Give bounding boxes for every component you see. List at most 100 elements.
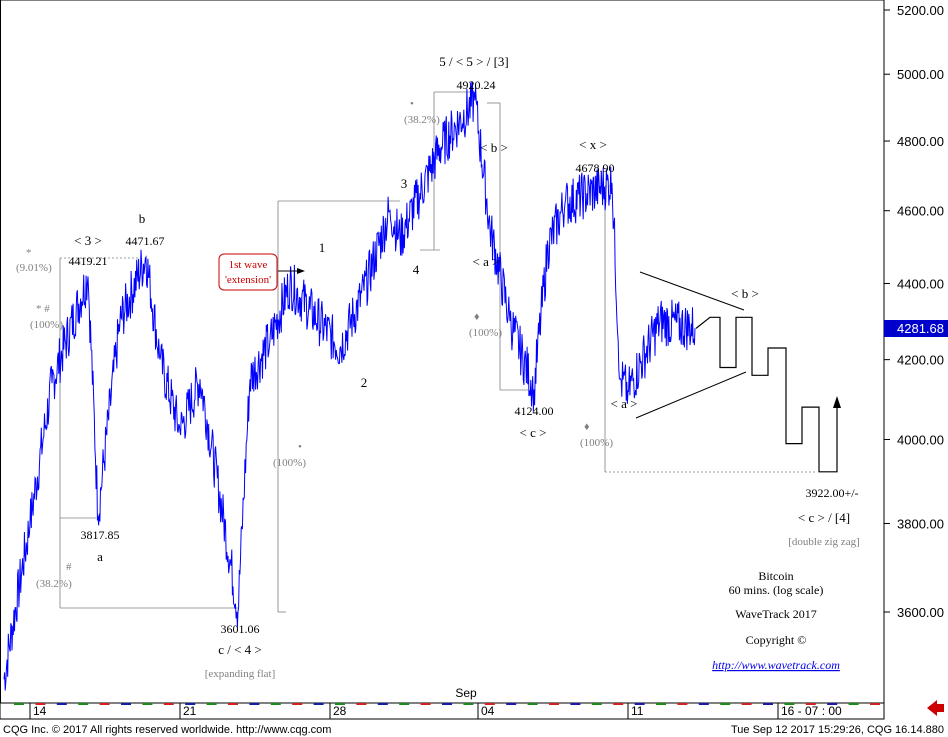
wave-label: < 3 > xyxy=(74,233,102,248)
current-price-box xyxy=(884,320,948,337)
session-bar xyxy=(270,703,281,705)
plot-area xyxy=(0,0,885,704)
fib-label: ♦ xyxy=(474,311,480,323)
y-tick-label: 5200.00 xyxy=(897,3,944,18)
x-tick-label: 04 xyxy=(481,704,495,718)
price-label: 4471.67 xyxy=(126,234,165,248)
wave-label: a xyxy=(97,549,103,564)
wavetrack-link[interactable]: http://www.wavetrack.com xyxy=(712,658,840,672)
price-series-line xyxy=(3,81,696,691)
fib-label: (38.2%) xyxy=(404,114,440,126)
footer-left: CQG Inc. © 2017 All rights reserved worl… xyxy=(3,724,331,736)
x-tick-label: 14 xyxy=(33,704,47,718)
fib-label: (38.2%) xyxy=(36,578,72,590)
fib-label: (100%) xyxy=(273,457,306,469)
x-tick-label: 11 xyxy=(631,704,644,718)
wave-label: 3 xyxy=(401,176,408,191)
session-bar xyxy=(313,703,324,705)
wave-labels: < 3 > b a c / < 4 > 1 2 3 4 5 / < 5 > / … xyxy=(74,54,850,657)
y-tick-label: 4000.00 xyxy=(897,433,944,448)
footer-bar xyxy=(0,720,948,737)
triangle-lower-line xyxy=(635,371,747,419)
session-bar xyxy=(613,703,624,705)
y-tick-label: 4600.00 xyxy=(897,204,944,219)
session-bar xyxy=(720,703,731,705)
session-bar xyxy=(870,703,880,705)
price-label: 3922.00+/- xyxy=(805,486,858,500)
projection-arrowhead xyxy=(833,396,841,408)
interval-label: 60 mins. (log scale) xyxy=(729,583,824,597)
session-bar xyxy=(570,703,581,705)
y-tick-label: 4800.00 xyxy=(897,134,944,149)
session-bar xyxy=(99,703,110,705)
wave-label: < b > xyxy=(480,140,508,155)
wave-label: < c > / [4] xyxy=(798,510,850,525)
price-axis: 5200.00 5000.00 4800.00 4600.00 4400.00 4200.… xyxy=(884,3,944,620)
session-bar xyxy=(420,703,431,705)
fib-label: (100%) xyxy=(580,437,613,449)
triangle-upper-line xyxy=(639,271,745,311)
x-tick-label: 28 xyxy=(333,704,347,718)
session-bar xyxy=(14,703,24,705)
session-bar xyxy=(163,703,174,705)
session-bar xyxy=(399,703,410,705)
session-bar xyxy=(292,703,303,705)
note-double-zig-zag: [double zig zag] xyxy=(788,536,859,548)
session-bar xyxy=(56,703,67,705)
session-bar xyxy=(185,703,196,705)
wave-label: 4 xyxy=(413,262,420,277)
session-bar xyxy=(442,703,452,705)
session-bar xyxy=(634,703,645,705)
scroll-left-arrow[interactable] xyxy=(927,700,944,716)
y-tick-label: 4400.00 xyxy=(897,276,944,291)
price-label: 4678.90 xyxy=(576,161,615,175)
x-tick-label: 16 - 07 : 00 xyxy=(781,704,842,718)
triangle-lines xyxy=(635,271,747,419)
session-bar xyxy=(356,703,367,705)
wave-label: < a > xyxy=(473,254,500,269)
price-labels: 4419.21 4471.67 3817.85 3601.06 4920.24 … xyxy=(69,78,859,636)
fib-label: (9.01%) xyxy=(16,262,52,274)
wave-label: 5 / < 5 > / [3] xyxy=(439,54,509,69)
fib-label: * # xyxy=(36,303,50,315)
session-bar xyxy=(591,703,602,705)
fib-label: • xyxy=(410,98,414,110)
y-tick-label: 3800.00 xyxy=(897,516,944,531)
callout-arrowhead xyxy=(297,268,305,274)
session-bar xyxy=(206,703,217,705)
session-bar xyxy=(78,703,89,705)
session-bar xyxy=(549,703,559,705)
fib-label: • xyxy=(298,441,302,453)
y-tick-label: 4200.00 xyxy=(897,353,944,368)
price-label: 3601.06 xyxy=(221,622,260,636)
session-bar xyxy=(335,703,345,705)
extension-callout-line2: 'extension' xyxy=(225,274,271,286)
extension-callout-line1: 1st wave xyxy=(229,259,268,271)
wave-label: < c > xyxy=(520,425,547,440)
y-tick-label: 3600.00 xyxy=(897,605,944,620)
wave-label: < a > xyxy=(611,396,638,411)
note-expanding-flat: [expanding flat] xyxy=(205,668,276,680)
footer-right: Tue Sep 12 2017 15:29:26, CQG 16.14.880 xyxy=(731,724,944,736)
session-color-bars xyxy=(14,703,880,705)
wave-label: 2 xyxy=(361,375,368,390)
session-bar xyxy=(805,703,816,705)
y-tick-label: 5000.00 xyxy=(897,67,944,82)
info-block: Bitcoin 60 mins. (log scale) WaveTrack 2… xyxy=(712,569,840,672)
fibonacci-guides xyxy=(59,91,815,613)
brand-label: WaveTrack 2017 xyxy=(735,607,817,621)
instrument-name: Bitcoin xyxy=(758,569,793,583)
current-price-label: 4281.68 xyxy=(897,321,944,336)
x-tick-label: 21 xyxy=(183,704,197,718)
session-bar xyxy=(463,703,474,705)
price-label: 4419.21 xyxy=(69,254,108,268)
projection-path xyxy=(695,316,838,473)
time-axis: 14 21 28 Sep 04 11 16 - 07 : 00 xyxy=(29,686,842,719)
fib-label: (100%) xyxy=(469,327,502,339)
x-month-label: Sep xyxy=(455,686,477,700)
fib-label: ♦ xyxy=(584,421,590,433)
session-bar xyxy=(484,703,495,705)
wave-label: b xyxy=(139,211,146,226)
session-bar xyxy=(527,703,538,705)
